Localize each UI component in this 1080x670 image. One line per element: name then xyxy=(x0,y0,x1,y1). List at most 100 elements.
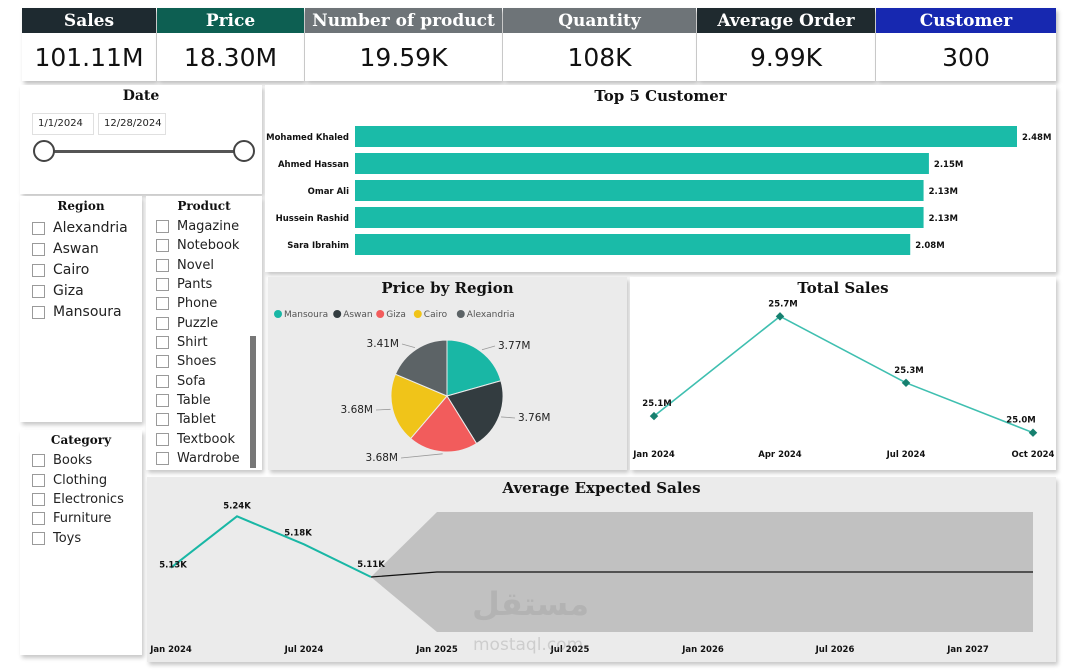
product-option[interactable]: Novel xyxy=(156,258,214,273)
checkbox-icon[interactable] xyxy=(32,474,45,487)
actual-line xyxy=(170,515,372,578)
checkbox-icon[interactable] xyxy=(156,394,169,407)
date-start-input[interactable]: 1/1/2024 xyxy=(32,113,94,135)
checkbox-icon[interactable] xyxy=(156,375,169,388)
x-tick-label: Apr 2024 xyxy=(758,450,802,460)
product-option[interactable]: Puzzle xyxy=(156,316,218,331)
product-slicer-scrollbar[interactable] xyxy=(250,336,256,468)
product-option[interactable]: Shirt xyxy=(156,335,208,350)
category-option[interactable]: Electronics xyxy=(32,492,124,507)
region-option[interactable]: Mansoura xyxy=(32,304,122,320)
checkbox-icon[interactable] xyxy=(32,242,45,256)
checkbox-icon[interactable] xyxy=(32,221,45,235)
kpi-card-products: Number of product 19.59K xyxy=(305,8,502,81)
product-option[interactable]: Phone xyxy=(156,296,217,311)
checkbox-icon[interactable] xyxy=(156,239,169,252)
kpi-label: Customer xyxy=(876,8,1056,33)
product-option[interactable]: Tablet xyxy=(156,412,216,427)
checkbox-icon[interactable] xyxy=(32,454,45,467)
top-customer-panel: Top 5 Customer Mohamed Khaled 2.48M Ahmed … xyxy=(265,85,1056,272)
kpi-card-customer: Customer 300 xyxy=(876,8,1056,81)
region-option[interactable]: Giza xyxy=(32,283,84,299)
category-slicer-title: Category xyxy=(50,433,112,447)
category-option[interactable]: Books xyxy=(32,453,92,468)
product-option[interactable]: Sofa xyxy=(156,374,206,389)
kpi-card-sales: Sales 101.11M xyxy=(22,8,156,81)
option-label: Notebook xyxy=(177,238,240,253)
region-option[interactable]: Alexandria xyxy=(32,220,128,236)
expected-sales-chart: 5.13K 5.24K 5.18K 5.11K Jan 2024 Jul 2024 Jan … xyxy=(149,501,1033,655)
option-label: Puzzle xyxy=(177,316,219,331)
checkbox-icon[interactable] xyxy=(156,220,169,233)
bar-category-label: Omar Ali xyxy=(308,187,349,197)
checkbox-icon[interactable] xyxy=(32,512,45,525)
checkbox-icon[interactable] xyxy=(156,433,169,446)
top-customer-chart: Mohamed Khaled 2.48M Ahmed Hassan 2.15M Omar… xyxy=(266,126,1051,255)
bar-value-label: 2.48M xyxy=(1022,133,1051,143)
pie-leader-line xyxy=(400,453,443,459)
date-slider-start-handle[interactable] xyxy=(33,140,55,162)
option-label: Phone xyxy=(177,296,218,311)
checkbox-icon[interactable] xyxy=(156,452,169,465)
kpi-card-quantity: Quantity 108K xyxy=(503,8,696,81)
checkbox-icon[interactable] xyxy=(156,297,169,310)
product-option[interactable]: Magazine xyxy=(156,219,239,234)
option-label: Wardrobe xyxy=(177,451,240,466)
region-option[interactable]: Aswan xyxy=(32,241,99,257)
product-option[interactable]: Pants xyxy=(156,277,212,292)
price-region-title: Price by Region xyxy=(381,279,514,297)
checkbox-icon[interactable] xyxy=(156,336,169,349)
data-point xyxy=(1028,428,1038,437)
pie-value-label: 3.68M xyxy=(341,404,373,416)
bar-value-label: 2.15M xyxy=(934,160,963,170)
bar-category-label: Mohamed Khaled xyxy=(266,133,349,143)
product-slicer-title: Product xyxy=(177,199,231,213)
option-label: Furniture xyxy=(53,511,112,526)
product-option[interactable]: Textbook xyxy=(156,432,235,447)
category-option[interactable]: Clothing xyxy=(32,473,107,488)
option-label: Aswan xyxy=(53,241,99,257)
legend-marker xyxy=(274,310,282,318)
option-label: Shirt xyxy=(177,335,208,350)
expected-sales-panel: Average Expected Sales 5.13K 5.24K 5.18K 5.… xyxy=(147,477,1056,662)
kpi-label: Number of product xyxy=(305,8,502,33)
checkbox-icon[interactable] xyxy=(156,259,169,272)
option-label: Toys xyxy=(53,531,82,546)
x-tick-label: Jan 2024 xyxy=(632,450,675,460)
pie-slice xyxy=(409,395,478,453)
checkbox-icon[interactable] xyxy=(32,493,45,506)
series-line xyxy=(653,315,1034,434)
product-option[interactable]: Table xyxy=(156,393,211,408)
date-slicer: Date 1/1/2024 12/28/2024 xyxy=(20,85,262,194)
checkbox-icon[interactable] xyxy=(32,284,45,298)
date-end-input[interactable]: 12/28/2024 xyxy=(98,113,166,135)
product-option[interactable]: Wardrobe xyxy=(156,451,240,466)
category-option[interactable]: Toys xyxy=(32,531,81,546)
checkbox-icon[interactable] xyxy=(156,317,169,330)
pie-value-label: 3.77M xyxy=(498,340,530,352)
x-tick-label: Jul 2026 xyxy=(815,645,855,655)
category-option[interactable]: Furniture xyxy=(32,511,111,526)
checkbox-icon[interactable] xyxy=(156,413,169,426)
checkbox-icon[interactable] xyxy=(32,263,45,277)
kpi-label: Sales xyxy=(22,8,156,33)
x-tick-label: Jan 2026 xyxy=(681,645,724,655)
option-label: Cairo xyxy=(53,262,90,278)
region-option[interactable]: Cairo xyxy=(32,262,89,278)
product-option[interactable]: Notebook xyxy=(156,238,239,253)
product-option[interactable]: Shoes xyxy=(156,354,216,369)
top-customer-title: Top 5 Customer xyxy=(594,87,727,105)
region-slicer-title: Region xyxy=(57,199,105,213)
checkbox-icon[interactable] xyxy=(32,305,45,319)
date-slider-end-handle[interactable] xyxy=(233,140,255,162)
checkbox-icon[interactable] xyxy=(156,278,169,291)
checkbox-icon[interactable] xyxy=(156,355,169,368)
legend-label: Cairo xyxy=(424,310,448,320)
legend-marker xyxy=(413,310,422,318)
kpi-value: 19.59K xyxy=(359,42,448,72)
option-label: Electronics xyxy=(53,492,124,507)
pie-slice xyxy=(446,380,504,445)
checkbox-icon[interactable] xyxy=(32,532,45,545)
x-tick-label: Jan 2027 xyxy=(946,645,989,655)
date-slider-track xyxy=(34,150,246,153)
